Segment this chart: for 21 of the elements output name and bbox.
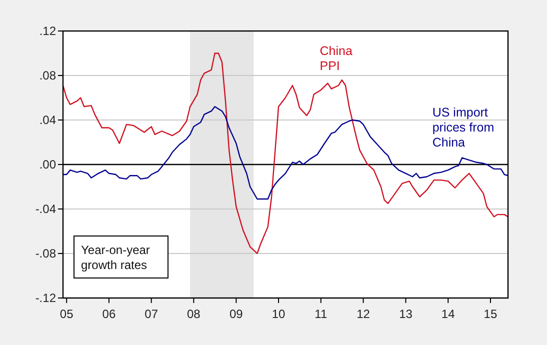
series-label: US import prices from China [432,105,494,150]
x-tick-label: 12 [356,307,370,321]
x-tick-label: 06 [102,307,116,321]
x-tick-label: 08 [187,307,201,321]
y-tick-label: .12 [39,24,56,38]
y-tick-label: .04 [39,113,56,128]
annotation: Year-on-year growth rates [81,243,150,272]
y-tick-label: .00 [39,158,56,172]
y-tick-label: -.08 [35,246,56,261]
series-label: China PPI [320,44,352,74]
x-tick-label: 15 [484,307,498,321]
x-tick-label: 05 [60,307,74,321]
x-tick-label: 10 [272,307,286,321]
x-tick-label: 13 [399,307,413,321]
y-tick-label: .08 [39,68,56,83]
x-tick-label: 09 [229,307,244,321]
x-tick-label: 14 [441,307,456,321]
y-tick-label: -.04 [35,202,56,216]
x-tick-label: 07 [144,307,158,321]
x-tick-label: 11 [314,307,328,321]
y-tick-label: -.12 [35,291,56,306]
